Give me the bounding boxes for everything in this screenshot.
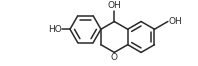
- Text: HO: HO: [48, 25, 61, 34]
- Text: OH: OH: [169, 17, 183, 26]
- Text: OH: OH: [108, 1, 121, 10]
- Text: O: O: [111, 53, 118, 62]
